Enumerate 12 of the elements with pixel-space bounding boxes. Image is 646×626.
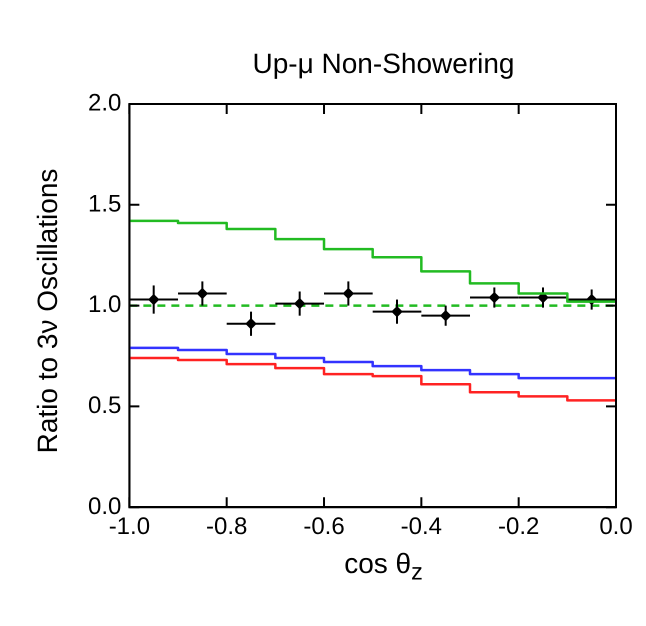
- x-tick-label: -0.4: [400, 513, 442, 540]
- x-tick-label: -0.8: [206, 513, 248, 540]
- x-tick-label: 0.0: [599, 513, 633, 540]
- y-tick-label: 2.0: [88, 90, 122, 117]
- x-tick-label: -0.6: [303, 513, 345, 540]
- y-axis-title: Ratio to 3ν Oscillations: [32, 168, 64, 454]
- x-tick-label: -0.2: [498, 513, 540, 540]
- y-tick-label: 1.0: [88, 291, 122, 318]
- chart-title: Up-μ Non-Showering: [251, 48, 516, 80]
- x-axis-title: cos θ$_{z}$: [343, 548, 424, 586]
- y-tick-label: 1.5: [88, 190, 122, 218]
- y-tick-label: 0.5: [88, 392, 122, 420]
